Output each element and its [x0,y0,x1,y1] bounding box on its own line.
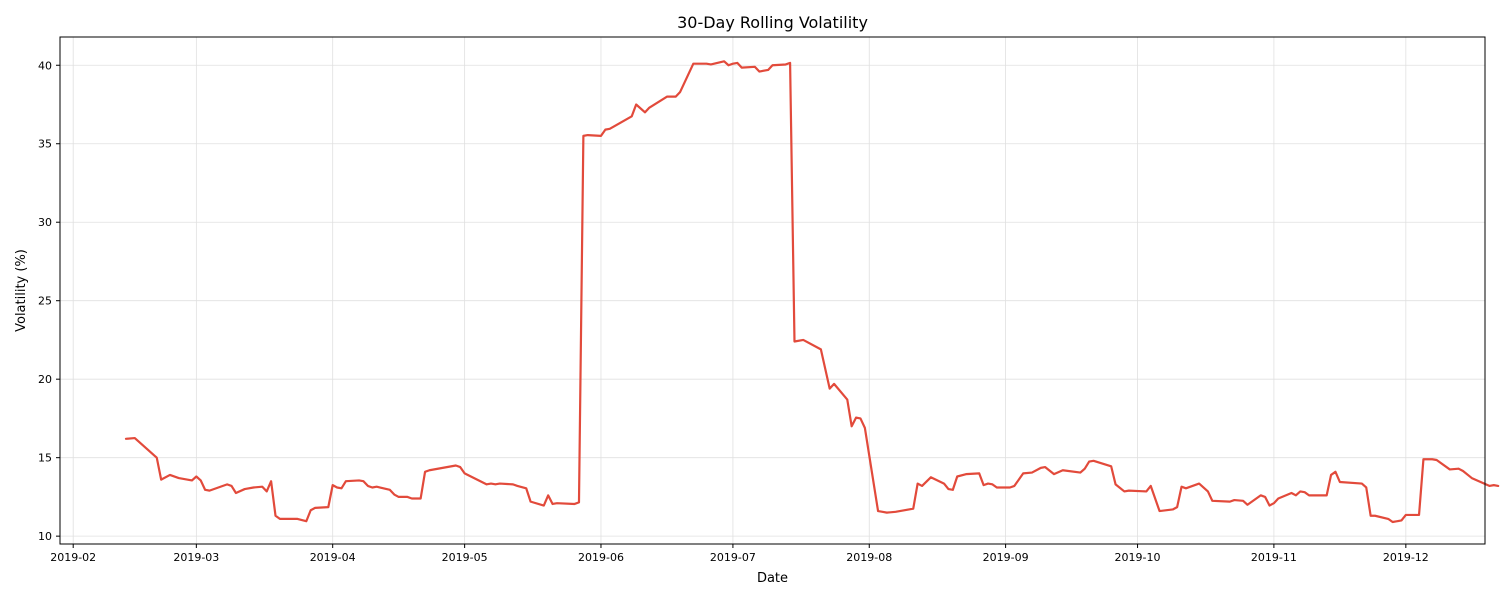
x-tick-label: 2019-11 [1251,551,1297,564]
y-tick-label: 30 [38,216,52,229]
x-axis-title: Date [757,571,788,586]
series-layer [124,60,1500,524]
x-tick-label: 2019-05 [442,551,488,564]
y-tick-label: 40 [38,59,52,72]
volatility-series-line [124,60,1500,524]
x-tick-label: 2019-12 [1383,551,1429,564]
y-tick-label: 15 [38,452,52,465]
y-tick-label: 10 [38,530,52,543]
y-tick-label: 25 [38,295,52,308]
x-tick-label: 2019-06 [578,551,624,564]
x-tick-label: 2019-10 [1115,551,1161,564]
chart-title: 30-Day Rolling Volatility [677,13,868,32]
y-axis-title: Volatility (%) [14,249,29,332]
x-tick-label: 2019-07 [710,551,756,564]
x-tick-label: 2019-08 [846,551,892,564]
y-tick-label: 35 [38,138,52,151]
x-tick-label: 2019-04 [310,551,356,564]
x-tick-label: 2019-03 [173,551,219,564]
x-tick-label: 2019-02 [50,551,96,564]
axis-ticks: 2019-02 2019-03 2019-04 2019-05 2019-06 2019-… [38,59,1429,564]
x-tick-label: 2019-09 [983,551,1029,564]
y-tick-label: 20 [38,373,52,386]
plot-frame [59,36,1486,545]
